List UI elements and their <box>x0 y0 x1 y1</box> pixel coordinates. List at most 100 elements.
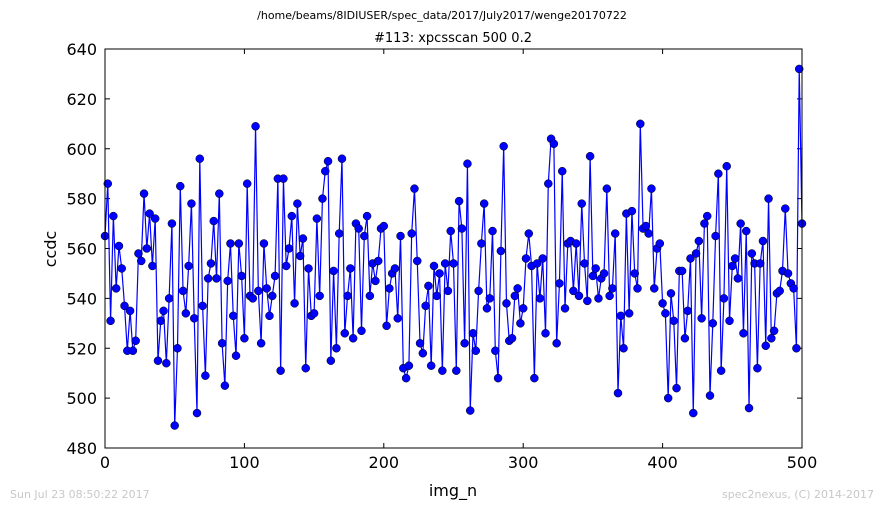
data-point <box>488 226 497 236</box>
data-point <box>440 259 450 268</box>
data-point <box>485 294 494 303</box>
data-point <box>569 286 578 296</box>
data-point <box>477 239 486 248</box>
data-point <box>293 199 302 208</box>
data-point <box>460 339 469 348</box>
data-point <box>516 319 525 328</box>
data-point <box>262 284 271 293</box>
data-point <box>290 299 299 308</box>
data-point <box>362 211 372 221</box>
data-point <box>493 373 503 383</box>
data-point <box>708 319 718 328</box>
y-tick-label: 620 <box>66 90 97 109</box>
data-point <box>153 356 163 365</box>
data-point <box>535 294 545 303</box>
data-point <box>449 259 458 268</box>
data-point <box>661 309 670 318</box>
data-point <box>195 154 205 163</box>
data-point <box>580 259 589 268</box>
y-tick-label: 640 <box>66 40 97 59</box>
data-point <box>198 301 207 311</box>
plot-frame <box>104 48 803 449</box>
data-point <box>413 256 422 266</box>
data-point <box>574 291 584 301</box>
data-point <box>647 184 656 193</box>
data-point <box>619 344 628 353</box>
data-point <box>789 284 798 293</box>
data-point <box>114 241 124 251</box>
data-point <box>435 269 444 278</box>
data-point <box>694 236 704 246</box>
data-point <box>557 166 567 176</box>
data-point <box>577 199 586 208</box>
data-point <box>599 269 609 278</box>
data-point <box>315 291 324 301</box>
data-point <box>223 276 232 286</box>
data-point <box>775 286 784 296</box>
data-point <box>281 261 291 271</box>
x-tick-label: 0 <box>100 453 110 472</box>
data-point <box>393 314 402 323</box>
data-point <box>758 236 768 246</box>
data-point <box>145 209 154 218</box>
data-point <box>429 261 439 271</box>
data-point <box>479 199 489 208</box>
data-point <box>212 274 221 283</box>
data-point <box>424 281 433 291</box>
chart-title: #113: xpcsscan 500 0.2 <box>374 31 532 46</box>
footer-right: spec2nexus, (C) 2014-2017 <box>722 488 874 501</box>
data-point <box>683 306 692 316</box>
data-point <box>248 294 258 303</box>
data-point <box>532 259 542 268</box>
data-point <box>630 269 639 278</box>
data-point <box>390 264 400 273</box>
data-point <box>150 214 160 223</box>
data-point <box>139 189 149 198</box>
data-point <box>360 231 369 241</box>
data-point <box>722 161 731 171</box>
data-point <box>170 421 179 430</box>
data-point <box>209 216 218 226</box>
data-point <box>541 329 550 338</box>
data-point <box>136 256 146 266</box>
data-point <box>332 344 341 353</box>
y-tick-label: 560 <box>66 240 97 259</box>
data-point <box>279 174 288 183</box>
data-point <box>714 169 723 178</box>
data-point <box>733 274 743 283</box>
data-point <box>613 388 623 398</box>
data-point <box>457 224 467 233</box>
data-point <box>268 291 277 301</box>
data-point <box>329 266 338 276</box>
data-point <box>226 239 235 248</box>
data-point <box>156 316 166 326</box>
x-tick-label: 100 <box>229 453 260 472</box>
data-point <box>689 408 698 418</box>
data-point <box>134 249 143 258</box>
data-point <box>421 301 430 311</box>
data-point <box>499 142 508 151</box>
data-point <box>201 371 210 380</box>
data-point <box>379 221 389 231</box>
data-point <box>438 366 447 375</box>
data-point <box>658 299 667 308</box>
x-tick-label: 200 <box>369 453 400 472</box>
data-point <box>454 196 464 206</box>
data-point <box>465 406 475 415</box>
data-point <box>256 339 266 348</box>
data-point <box>552 339 561 348</box>
data-point <box>287 211 297 221</box>
data-point <box>602 184 612 193</box>
data-point <box>343 291 352 301</box>
data-point <box>446 226 455 236</box>
data-point <box>309 309 319 318</box>
data-point <box>544 179 553 188</box>
data-point <box>382 321 391 331</box>
data-point <box>502 299 511 308</box>
data-point <box>571 239 581 248</box>
data-point <box>538 254 547 263</box>
data-point <box>728 261 737 271</box>
data-point <box>176 181 185 191</box>
data-point <box>605 291 614 301</box>
data-point <box>117 264 126 273</box>
